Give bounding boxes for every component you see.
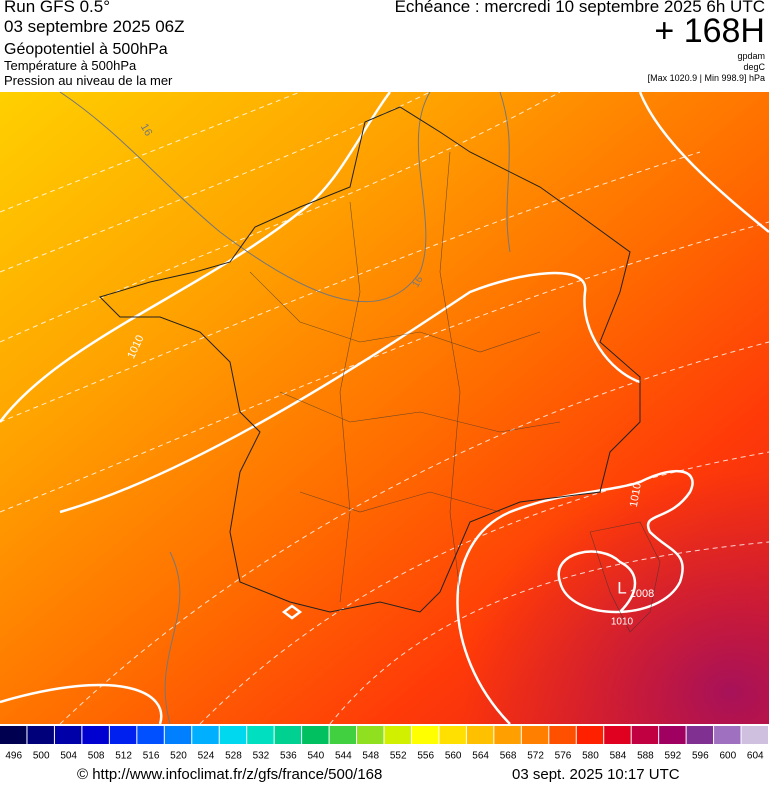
- source: © http://www.infoclimat.fr/z/gfs/france/…: [77, 766, 383, 783]
- colorbar-label: 504: [60, 751, 77, 762]
- contour-label: 1008: [630, 588, 654, 600]
- colorbar-label: 496: [5, 751, 22, 762]
- colorbar-label: 516: [143, 751, 160, 762]
- colorbar-label: 600: [719, 751, 736, 762]
- colorbar-swatch: [604, 726, 631, 744]
- coastline: [99, 106, 641, 613]
- colorbar-label: 536: [280, 751, 297, 762]
- colorbar-swatch: [384, 726, 411, 744]
- colorbar-label: 592: [665, 751, 682, 762]
- colorbar-swatch: [302, 726, 329, 744]
- contour-label: 16: [138, 122, 155, 139]
- field: Température à 500hPa: [4, 58, 137, 73]
- colorbar-label: 580: [582, 751, 599, 762]
- colorbar-swatch: [219, 726, 247, 744]
- colorbar-label: 544: [335, 751, 352, 762]
- colorbar-label: 508: [88, 751, 105, 762]
- colorbar-swatch: [631, 726, 659, 744]
- colorbar-swatch: [741, 726, 768, 744]
- colorbar-label: 568: [500, 751, 517, 762]
- temperature-contours: [59, 92, 511, 724]
- colorbar-label: 552: [390, 751, 407, 762]
- colorbar-swatch: [714, 726, 741, 744]
- unit: degC: [743, 62, 765, 72]
- colorbar-swatch: [357, 726, 384, 744]
- field: Géopotentiel à 500hPa: [4, 41, 168, 58]
- field: Pression au niveau de la mer: [4, 73, 173, 88]
- colorbar-swatch: [82, 726, 109, 744]
- colorbar-label: 512: [115, 751, 132, 762]
- colorbar-swatch: [466, 726, 494, 744]
- colorbar-swatch: [54, 726, 82, 744]
- colorbar-swatch: [521, 726, 549, 744]
- contour-label: 1010: [628, 482, 644, 508]
- colorbar-swatch: [494, 726, 521, 744]
- colorbar-swatch: [0, 726, 27, 744]
- colorbar-label: 548: [362, 751, 379, 762]
- pressure-isobars: [0, 92, 769, 724]
- colorbar-swatch: [576, 726, 604, 744]
- colorbar-label: 540: [307, 751, 324, 762]
- colorbar-label: 532: [253, 751, 270, 762]
- colorbar-label: 528: [225, 751, 242, 762]
- contour-label: 16: [411, 274, 426, 290]
- issue-date: 03 sept. 2025 10:17 UTC: [512, 766, 680, 783]
- colorbar-label: 584: [610, 751, 627, 762]
- colorbar-label: 588: [637, 751, 654, 762]
- colorbar-label: 596: [692, 751, 709, 762]
- colorbar-swatch: [411, 726, 439, 744]
- colorbar-swatch: [247, 726, 274, 744]
- pressure-range: [Max 1020.9 | Min 998.9] hPa: [647, 73, 765, 83]
- colorbar-swatch: [549, 726, 576, 744]
- colorbar-label: 576: [555, 751, 572, 762]
- colorbar-label: 572: [527, 751, 544, 762]
- colorbar-label: 604: [747, 751, 764, 762]
- colorbar-swatch: [164, 726, 192, 744]
- colorbar-swatch: [109, 726, 137, 744]
- colorbar-label: 564: [472, 751, 489, 762]
- run: Run GFS 0.5°: [4, 0, 111, 16]
- colorbar-swatch: [27, 726, 54, 744]
- colorbar: 496 500 504 508 512 516 520 524 528 532 536 540 544 5…: [0, 726, 768, 762]
- colorbar-label: 500: [33, 751, 50, 762]
- regions: [249, 151, 661, 633]
- temperature-field: [0, 92, 769, 724]
- contour-label: 1010: [611, 617, 634, 628]
- colorbar-label: 560: [445, 751, 462, 762]
- lead-time: + 168H: [654, 12, 765, 50]
- colorbar-label: 524: [198, 751, 215, 762]
- colorbar-swatch: [274, 726, 302, 744]
- colorbar-swatch: [192, 726, 219, 744]
- colorbar-swatch: [137, 726, 164, 744]
- colorbar-swatch: [439, 726, 466, 744]
- colorbar-label: 556: [417, 751, 434, 762]
- colorbar-label: 520: [170, 751, 187, 762]
- run-date: 03 septembre 2025 06Z: [4, 17, 185, 36]
- colorbar-swatch: [659, 726, 686, 744]
- unit: gpdam: [737, 51, 765, 61]
- contour-label: L: [617, 578, 626, 597]
- colorbar-swatch: [329, 726, 357, 744]
- colorbar-swatch: [686, 726, 714, 744]
- valid-time: Echéance : mercredi 10 septembre 2025 6h…: [394, 0, 765, 16]
